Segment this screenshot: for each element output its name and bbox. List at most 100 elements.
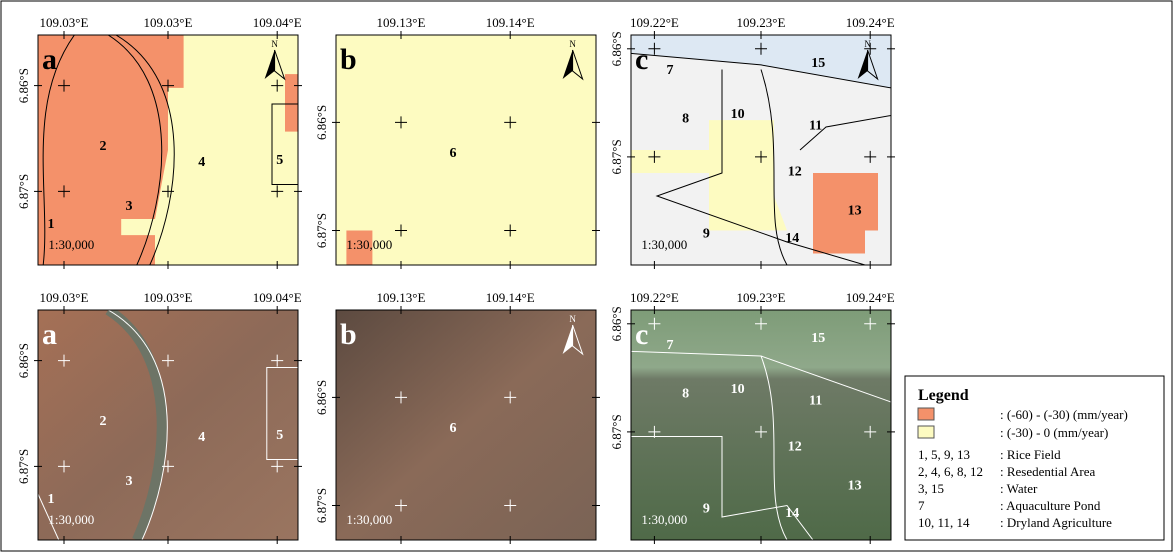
panel-letter: c bbox=[635, 43, 648, 76]
map-background bbox=[336, 35, 596, 265]
legend-class: : Resedential Area bbox=[1000, 464, 1096, 479]
map-panel: 109.03°E 109.03°E 109.04°E 6.86°S 6.87°S a 1:3… bbox=[16, 15, 302, 269]
legend-class: : Aquaculture Pond bbox=[1000, 498, 1101, 513]
longitude-label: 109.14°E bbox=[486, 15, 535, 30]
legend-codes: 10, 11, 14 bbox=[918, 515, 970, 530]
legend-swatch bbox=[918, 408, 934, 420]
zone-label: 2 bbox=[100, 139, 107, 154]
scale-label: 1:30,000 bbox=[48, 237, 94, 252]
longitude-label: 109.24°E bbox=[846, 290, 895, 305]
legend-label: : (-30) - 0 (mm/year) bbox=[1000, 425, 1108, 440]
zone-label: 7 bbox=[667, 338, 674, 353]
latitude-label: 6.86°S bbox=[314, 380, 329, 415]
longitude-label: 109.23°E bbox=[737, 15, 786, 30]
panel-letter: c bbox=[635, 318, 648, 351]
map-panel: 109.22°E 109.23°E 109.24°E 6.86°S 6.87°S c 1:3… bbox=[609, 290, 895, 544]
latitude-label: 6.86°S bbox=[16, 68, 31, 103]
map-content bbox=[38, 35, 298, 265]
north-label: N bbox=[569, 39, 576, 49]
longitude-label: 109.22°E bbox=[630, 290, 679, 305]
zone-label: 9 bbox=[703, 501, 710, 516]
zone-label: 9 bbox=[703, 226, 710, 241]
zone-label: 11 bbox=[809, 393, 822, 408]
longitude-label: 109.24°E bbox=[846, 15, 895, 30]
zone-label: 1 bbox=[48, 217, 55, 232]
map-panel: 109.22°E 109.23°E 109.24°E 6.86°S 6.87°S c 1:3… bbox=[609, 15, 895, 269]
figure: 109.03°E 109.03°E 109.04°E 6.86°S 6.87°S a 1:3… bbox=[0, 0, 1173, 552]
satellite-image bbox=[336, 310, 596, 540]
map-panel: 109.03°E 109.03°E 109.04°E 6.86°S 6.87°S a 1:3… bbox=[16, 290, 302, 544]
zone-label: 13 bbox=[848, 478, 862, 493]
scale-label: 1:30,000 bbox=[346, 237, 392, 252]
subsidence-area bbox=[285, 74, 298, 132]
longitude-label: 109.22°E bbox=[630, 15, 679, 30]
longitude-label: 109.04°E bbox=[253, 290, 302, 305]
longitude-label: 109.03°E bbox=[40, 290, 89, 305]
zone-label: 12 bbox=[788, 439, 802, 454]
longitude-label: 109.04°E bbox=[253, 15, 302, 30]
legend-codes: 3, 15 bbox=[918, 481, 944, 496]
satellite-image bbox=[38, 310, 298, 540]
latitude-label: 6.86°S bbox=[314, 105, 329, 140]
zone-label: 13 bbox=[848, 203, 862, 218]
legend-class: : Water bbox=[1000, 481, 1038, 496]
panel-letter: b bbox=[340, 318, 357, 351]
legend-class: : Rice Field bbox=[1000, 447, 1061, 462]
map-content bbox=[336, 310, 596, 540]
legend-codes: 1, 5, 9, 13 bbox=[918, 447, 970, 462]
scale-label: 1:30,000 bbox=[641, 237, 687, 252]
north-label: N bbox=[569, 314, 576, 324]
legend-swatch bbox=[918, 426, 934, 438]
latitude-label: 6.87°S bbox=[314, 488, 329, 523]
latitude-label: 6.86°S bbox=[16, 343, 31, 378]
longitude-label: 109.14°E bbox=[486, 290, 535, 305]
zone-label: 6 bbox=[450, 146, 457, 161]
legend-class: : Dryland Agriculture bbox=[1000, 515, 1112, 530]
map-panel: 109.13°E 109.14°E 6.86°S 6.87°S b 1:30,000 6 N bbox=[314, 15, 600, 269]
latitude-label: 6.86°S bbox=[609, 306, 624, 341]
zone-label: 3 bbox=[126, 474, 133, 489]
scale-label: 1:30,000 bbox=[48, 512, 94, 527]
north-label: N bbox=[864, 39, 871, 49]
longitude-label: 109.03°E bbox=[144, 290, 193, 305]
zone-label: 8 bbox=[682, 111, 689, 126]
zone-label: 8 bbox=[682, 386, 689, 401]
zone-label: 4 bbox=[198, 430, 205, 445]
map-panel: 109.13°E109.14°E6.86°S6.87°Sb1:30,0006N bbox=[314, 290, 600, 544]
zone-label: 15 bbox=[811, 331, 825, 346]
panel-letter: a bbox=[42, 43, 57, 76]
legend-codes: 2, 4, 6, 8, 12 bbox=[918, 464, 983, 479]
latitude-label: 6.87°S bbox=[16, 449, 31, 484]
zone-label: 14 bbox=[785, 506, 799, 521]
zone-label: 11 bbox=[809, 118, 822, 133]
longitude-label: 109.03°E bbox=[144, 15, 193, 30]
zone-label: 10 bbox=[731, 107, 745, 122]
zone-label: 7 bbox=[667, 63, 674, 78]
scale-label: 1:30,000 bbox=[641, 512, 687, 527]
longitude-label: 109.13°E bbox=[377, 15, 426, 30]
zone-label: 6 bbox=[450, 421, 457, 436]
latitude-label: 6.87°S bbox=[609, 414, 624, 449]
latitude-label: 6.87°S bbox=[314, 213, 329, 248]
map-content bbox=[38, 310, 298, 540]
panel-letter: b bbox=[340, 43, 357, 76]
latitude-label: 6.87°S bbox=[609, 139, 624, 174]
legend-label: : (-60) - (-30) (mm/year) bbox=[1000, 407, 1128, 422]
zone-label: 1 bbox=[48, 492, 55, 507]
latitude-label: 6.86°S bbox=[609, 31, 624, 66]
zone-label: 15 bbox=[811, 56, 825, 71]
panel-letter: a bbox=[42, 318, 57, 351]
zone-label: 3 bbox=[126, 199, 133, 214]
zone-label: 5 bbox=[276, 153, 283, 168]
latitude-label: 6.87°S bbox=[16, 174, 31, 209]
longitude-label: 109.03°E bbox=[40, 15, 89, 30]
north-label: N bbox=[271, 39, 278, 49]
longitude-label: 109.23°E bbox=[737, 290, 786, 305]
zone-label: 5 bbox=[276, 428, 283, 443]
zone-label: 10 bbox=[731, 382, 745, 397]
legend-title: Legend bbox=[918, 387, 969, 404]
scale-label: 1:30,000 bbox=[346, 512, 392, 527]
legend-codes: 7 bbox=[918, 498, 925, 513]
zone-label: 14 bbox=[785, 231, 799, 246]
zone-label: 4 bbox=[198, 155, 205, 170]
